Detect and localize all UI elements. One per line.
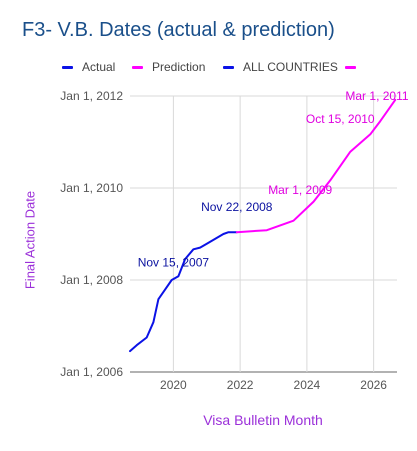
x-tick-label: 2026 (360, 378, 387, 392)
series-line-actual (129, 231, 238, 353)
legend-swatch-unlabeled (345, 66, 356, 69)
data-label: Oct 15, 2010 (306, 112, 375, 126)
y-axis-label: Final Action Date (22, 190, 38, 290)
legend-swatch-prediction (132, 66, 143, 69)
y-tick-label: Jan 1, 2008 (60, 273, 123, 287)
data-label: Nov 22, 2008 (201, 200, 273, 214)
legend-label-actual: Actual (82, 60, 116, 74)
y-tick-label: Jan 1, 2006 (60, 365, 123, 379)
y-tick-label: Jan 1, 2010 (60, 181, 123, 195)
y-tick-label: Jan 1, 2012 (60, 89, 123, 103)
legend-label-all-countries: ALL COUNTRIES (243, 60, 338, 74)
series-line-prediction (235, 98, 397, 234)
x-tick-label: 2024 (294, 378, 321, 392)
legend-label-prediction: Prediction (152, 60, 206, 74)
data-label: Nov 15, 2007 (138, 256, 210, 270)
x-axis-label: Visa Bulletin Month (203, 412, 323, 428)
data-label: Mar 1, 2009 (268, 183, 332, 197)
x-tick-label: 2022 (227, 378, 254, 392)
chart-title: F3- V.B. Dates (actual & prediction) (22, 19, 335, 41)
legend-swatch-actual (62, 66, 73, 69)
x-tick-label: 2020 (160, 378, 187, 392)
legend-swatch-all-countries (223, 66, 234, 69)
data-label: Mar 1, 2011 (345, 89, 408, 103)
